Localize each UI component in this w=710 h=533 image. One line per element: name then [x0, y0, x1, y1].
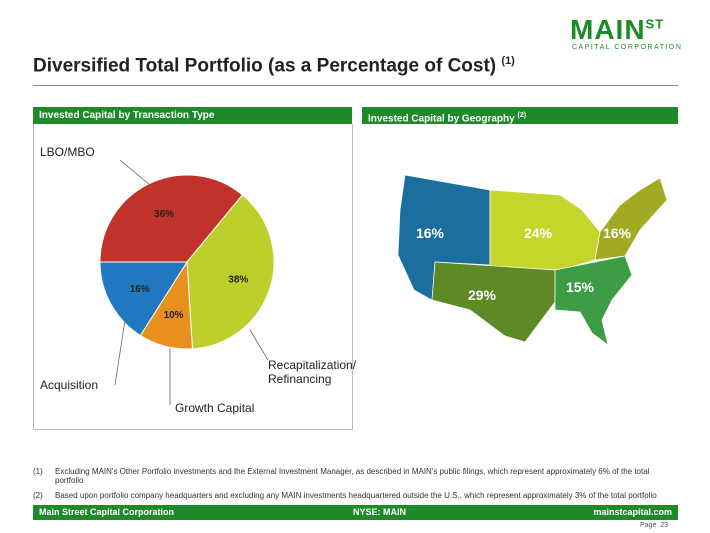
logo-sub: CAPITAL CORPORATION	[572, 44, 683, 51]
pie-value-label: 38%	[228, 275, 248, 286]
pie-slice	[186, 194, 275, 350]
pie-slice	[99, 174, 244, 263]
pie-value-label: 36%	[154, 209, 174, 220]
callout-line	[114, 319, 126, 386]
footer: Main Street Capital Corporation NYSE: MA…	[33, 505, 678, 520]
footer-right: mainstcapital.com	[593, 507, 672, 517]
footnote-text: Based upon portfolio company headquarter…	[55, 491, 657, 500]
pie-slice	[99, 261, 188, 337]
footer-center: NYSE: MAIN	[353, 507, 407, 517]
page-number: Page 23	[640, 522, 669, 529]
footnote-marker: (2)	[33, 491, 43, 500]
title: Diversified Total Portfolio (as a Percen…	[33, 55, 515, 77]
panel-header: Invested Capital by Geography (2)	[362, 107, 678, 124]
footer-left: Main Street Capital Corporation	[39, 507, 175, 517]
panel-note: (2)	[517, 112, 527, 119]
map-value-label: 15%	[566, 279, 595, 295]
callout-line	[119, 159, 151, 186]
pie-label: Recapitalization/ Refinancing	[268, 358, 357, 386]
panel	[33, 124, 353, 430]
map-region	[594, 177, 668, 261]
callout-line	[249, 329, 269, 361]
panel-header: Invested Capital by Transaction Type	[33, 107, 352, 124]
footnote-text: Excluding MAIN's Other Portfolio investm…	[55, 467, 650, 485]
title-text: Diversified Total Portfolio (as a Percen…	[33, 55, 497, 77]
map-value-label: 16%	[416, 225, 445, 241]
panel-title: Invested Capital by Geography	[368, 113, 515, 125]
logo-sup: ST	[645, 16, 665, 32]
footnote: (2) Based upon portfolio company headquar…	[33, 491, 673, 500]
pie-value-label: 16%	[130, 284, 150, 295]
pie-value-label: 10%	[164, 310, 184, 321]
map-value-label: 29%	[468, 287, 497, 303]
map-value-label: 24%	[524, 225, 553, 241]
pie-label: LBO/MBO	[40, 145, 95, 159]
map-region	[554, 255, 633, 346]
pie-label: Growth Capital	[175, 401, 255, 415]
logo: MAINST	[570, 14, 664, 46]
footnote-marker: (1)	[33, 467, 43, 476]
pie-label: Acquisition	[40, 378, 99, 392]
logo-name: MAIN	[570, 14, 646, 45]
map-value-label: 16%	[603, 225, 632, 241]
title-note: (1)	[501, 55, 515, 67]
footnote: (1) Excluding MAIN's Other Portfolio inve…	[33, 467, 663, 485]
rule	[33, 85, 678, 86]
